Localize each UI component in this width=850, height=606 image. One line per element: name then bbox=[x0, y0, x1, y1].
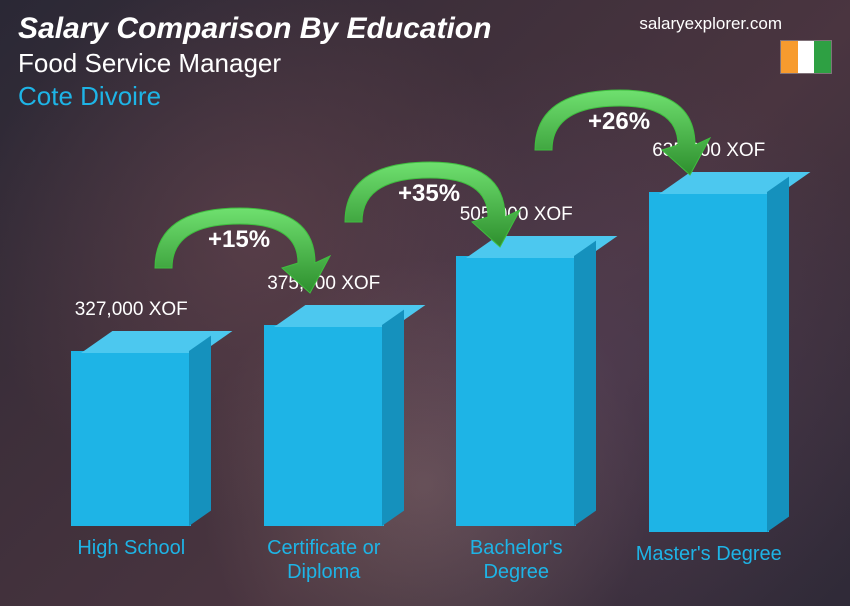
bar-3d bbox=[264, 303, 384, 526]
bar-side-face bbox=[382, 310, 404, 526]
bar-label: High School bbox=[77, 536, 185, 586]
increase-arrow: +15% bbox=[140, 198, 340, 298]
bar-side-face bbox=[767, 177, 789, 532]
bar-group: 635,000 XOF Master's Degree bbox=[628, 140, 791, 586]
flag-stripe-right bbox=[814, 41, 831, 73]
bar-front-face bbox=[71, 351, 191, 526]
bar-front-face bbox=[264, 325, 384, 526]
increase-arrow: +35% bbox=[330, 152, 530, 252]
increase-pct: +35% bbox=[398, 180, 460, 208]
bar-label: Master's Degree bbox=[636, 542, 782, 586]
bar-3d bbox=[456, 234, 576, 526]
bar-front-face bbox=[456, 256, 576, 526]
increase-pct: +15% bbox=[208, 226, 270, 254]
brand-text: salaryexplorer.com bbox=[639, 14, 782, 34]
bar-label: Certificate or Diploma bbox=[243, 536, 406, 586]
bar-label: Bachelor's Degree bbox=[435, 536, 598, 586]
flag-stripe-left bbox=[781, 41, 798, 73]
flag-stripe-mid bbox=[798, 41, 815, 73]
bar-3d bbox=[649, 170, 769, 532]
bar-3d bbox=[71, 329, 191, 526]
increase-pct: +26% bbox=[588, 108, 650, 136]
flag-icon bbox=[780, 40, 832, 74]
bar-side-face bbox=[574, 241, 596, 526]
chart-subtitle: Food Service Manager bbox=[18, 48, 832, 79]
bar-side-face bbox=[189, 336, 211, 526]
bar-front-face bbox=[649, 192, 769, 532]
increase-arrow: +26% bbox=[520, 80, 720, 180]
